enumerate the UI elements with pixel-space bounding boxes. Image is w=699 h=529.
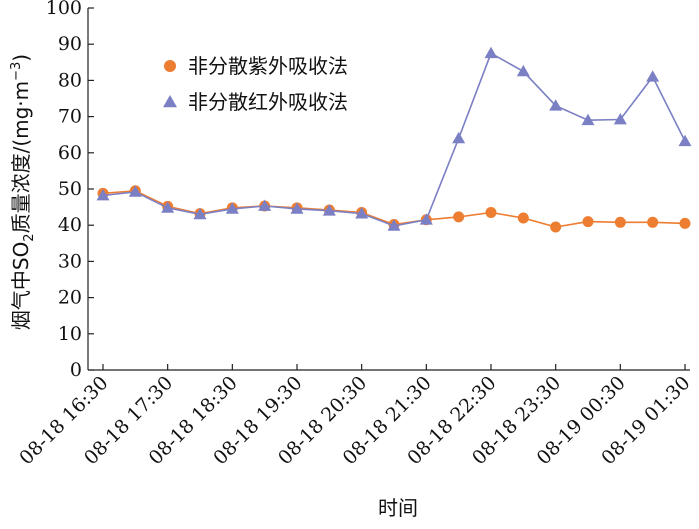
legend-label: 非分散红外吸收法 bbox=[188, 90, 348, 114]
y-tick-label: 60 bbox=[58, 142, 82, 164]
y-tick-label: 100 bbox=[46, 0, 82, 19]
data-point bbox=[613, 112, 627, 125]
data-point bbox=[614, 216, 626, 228]
data-point bbox=[419, 213, 433, 225]
y-tick-label: 50 bbox=[58, 178, 82, 200]
y-axis-title-part2: 质量浓度/(mg·m bbox=[9, 81, 33, 234]
x-axis-title: 时间 bbox=[378, 496, 418, 520]
data-point bbox=[161, 201, 175, 213]
legend-marker bbox=[164, 60, 176, 72]
data-point bbox=[96, 189, 110, 201]
y-tick-label: 10 bbox=[58, 323, 82, 345]
legend-item: 非分散紫外吸收法 bbox=[164, 54, 348, 78]
y-axis-title-sub: 2 bbox=[22, 233, 37, 241]
data-point bbox=[387, 219, 401, 231]
data-point bbox=[128, 185, 142, 197]
data-point bbox=[550, 221, 562, 233]
y-tick-label: 0 bbox=[70, 359, 82, 381]
data-point bbox=[355, 207, 369, 219]
series-line bbox=[102, 52, 686, 227]
y-tick-label: 90 bbox=[58, 33, 82, 55]
data-point bbox=[485, 207, 497, 219]
data-point bbox=[516, 64, 530, 77]
y-tick-label: 70 bbox=[58, 106, 82, 128]
data-point bbox=[225, 202, 239, 214]
data-point bbox=[647, 216, 659, 228]
series-2 bbox=[96, 46, 692, 231]
legend-label: 非分散紫外吸收法 bbox=[188, 54, 348, 78]
data-point bbox=[582, 216, 594, 228]
data-point bbox=[193, 207, 207, 220]
data-point bbox=[258, 199, 272, 211]
y-tick-label: 30 bbox=[58, 250, 82, 272]
data-point bbox=[517, 212, 529, 224]
data-point bbox=[679, 217, 691, 229]
y-tick-label: 20 bbox=[58, 287, 82, 309]
data-point bbox=[322, 204, 336, 216]
data-point bbox=[484, 46, 498, 59]
y-axis-title-part3: ) bbox=[9, 54, 33, 62]
data-point bbox=[452, 131, 466, 144]
legend-marker bbox=[163, 95, 177, 108]
data-point bbox=[453, 211, 465, 223]
data-point bbox=[678, 134, 692, 147]
y-axis-title: 烟气中SO2质量浓度/(mg·m−3) bbox=[9, 54, 37, 330]
data-point bbox=[581, 113, 595, 126]
y-axis-title-sup: −3 bbox=[9, 62, 24, 81]
data-point bbox=[290, 202, 304, 214]
legend-item: 非分散红外吸收法 bbox=[163, 90, 348, 114]
y-tick-label: 80 bbox=[58, 69, 82, 91]
y-tick-label: 40 bbox=[58, 214, 82, 236]
data-point bbox=[646, 70, 660, 82]
series-layer bbox=[96, 46, 692, 233]
data-point bbox=[549, 99, 563, 111]
y-axis-title-part1: 烟气中SO bbox=[9, 242, 33, 330]
axes bbox=[87, 8, 690, 371]
y-axis-ticks: 0 10 20 30 40 50 60 70 80 90 100 bbox=[46, 0, 94, 381]
